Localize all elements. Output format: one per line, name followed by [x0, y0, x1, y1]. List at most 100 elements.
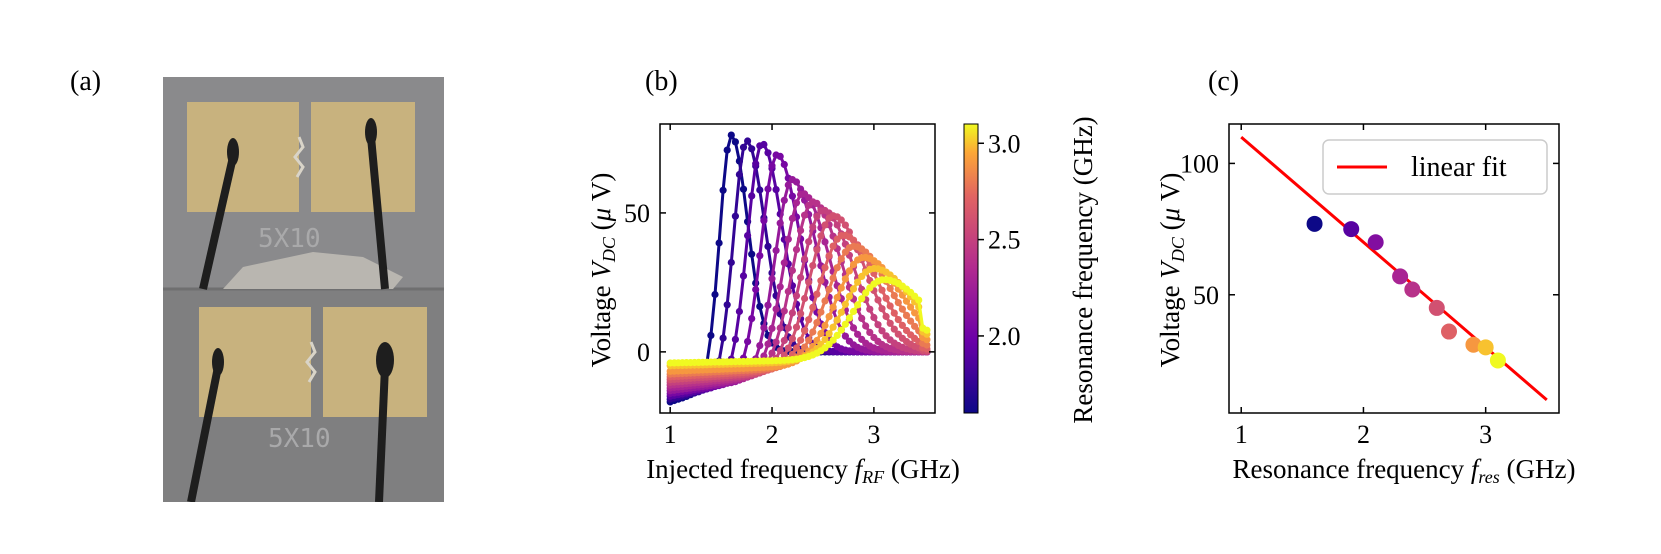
data-point	[780, 336, 788, 345]
data-point	[711, 290, 719, 299]
data-point	[849, 285, 858, 293]
data-point	[752, 285, 760, 294]
data-point	[788, 266, 796, 275]
data-point	[911, 309, 919, 317]
data-point	[788, 335, 796, 343]
y-tick-label: 0	[637, 338, 650, 367]
data-point	[886, 319, 894, 327]
data-point	[780, 259, 788, 267]
panel-a-label: (a)	[70, 66, 102, 97]
data-point	[735, 307, 743, 316]
data-point	[841, 300, 849, 308]
data-point	[764, 340, 772, 348]
data-point	[862, 289, 870, 297]
data-point	[792, 246, 801, 254]
data-point	[756, 342, 764, 350]
data-point	[792, 178, 801, 186]
data-point	[858, 295, 866, 303]
data-point	[821, 321, 829, 330]
data-point	[813, 290, 821, 298]
data-point	[752, 160, 760, 168]
data-point	[841, 221, 849, 229]
data-point	[866, 305, 874, 313]
data-point	[768, 324, 776, 332]
data-point	[801, 327, 809, 335]
legend-label: linear fit	[1411, 152, 1507, 183]
data-point	[792, 199, 801, 207]
data-point	[764, 149, 772, 157]
panel-b-label: (b)	[645, 66, 678, 97]
data-point	[829, 242, 837, 250]
data-point	[748, 192, 756, 200]
data-point	[739, 272, 748, 280]
data-point	[788, 214, 796, 222]
data-point	[768, 349, 776, 357]
y-tick-label: 50	[624, 199, 650, 228]
data-point	[723, 301, 731, 309]
data-point	[731, 335, 739, 343]
data-point	[784, 344, 792, 352]
data-point	[748, 315, 756, 323]
microscope-photo: 5X10 5X10	[163, 77, 444, 503]
data-point	[760, 217, 768, 225]
data-point	[915, 296, 923, 304]
data-point	[829, 323, 837, 331]
data-point	[817, 232, 825, 240]
panel-c-label: (c)	[1208, 66, 1240, 97]
colorbar	[963, 123, 979, 414]
data-point	[776, 324, 784, 332]
data-point	[756, 252, 764, 260]
data-point	[784, 181, 792, 189]
x-tick-label: 2	[766, 420, 779, 449]
data-point	[792, 323, 801, 331]
data-point	[792, 292, 801, 300]
data-point	[833, 221, 841, 229]
data-point	[739, 143, 748, 151]
data-point	[845, 267, 853, 275]
data-point	[797, 310, 805, 318]
data-point	[829, 303, 837, 311]
data-point	[805, 238, 813, 246]
data-point	[890, 309, 898, 317]
data-point	[764, 185, 772, 193]
data-point	[1392, 268, 1409, 285]
data-point	[780, 196, 788, 204]
data-point	[837, 326, 845, 334]
data-point	[874, 321, 882, 329]
data-point	[744, 137, 752, 145]
data-point	[886, 302, 894, 310]
data-point	[809, 328, 817, 336]
data-point	[748, 145, 756, 153]
data-point	[1367, 234, 1384, 251]
data-point	[866, 328, 874, 336]
data-point	[1477, 339, 1494, 356]
data-point	[739, 185, 748, 193]
data-point	[829, 274, 837, 282]
data-point	[845, 292, 853, 300]
data-point	[821, 221, 829, 229]
data-point	[833, 331, 841, 339]
data-point	[878, 286, 886, 294]
x-axis-label-c: Resonance frequency fres (GHz)	[1233, 454, 1576, 487]
x-tick-label: 3	[1479, 420, 1492, 449]
data-point	[1404, 281, 1421, 298]
data-point	[817, 308, 825, 316]
x-tick-label: 2	[1357, 420, 1370, 449]
data-point	[809, 262, 817, 270]
data-point	[813, 212, 821, 220]
data-point	[882, 312, 890, 321]
data-point	[1465, 336, 1482, 353]
y-axis-label-b: Voltage VDC (μ V)	[586, 173, 619, 368]
data-point	[719, 334, 727, 342]
data-point	[870, 313, 878, 322]
data-point	[837, 255, 845, 263]
colorbar-tick-label: 2.5	[988, 226, 1021, 255]
data-point	[776, 347, 784, 355]
data-point	[894, 299, 902, 307]
data-point	[768, 275, 776, 283]
data-point	[923, 341, 931, 349]
data-point	[902, 311, 911, 319]
data-point	[784, 324, 792, 332]
data-point	[825, 330, 833, 338]
